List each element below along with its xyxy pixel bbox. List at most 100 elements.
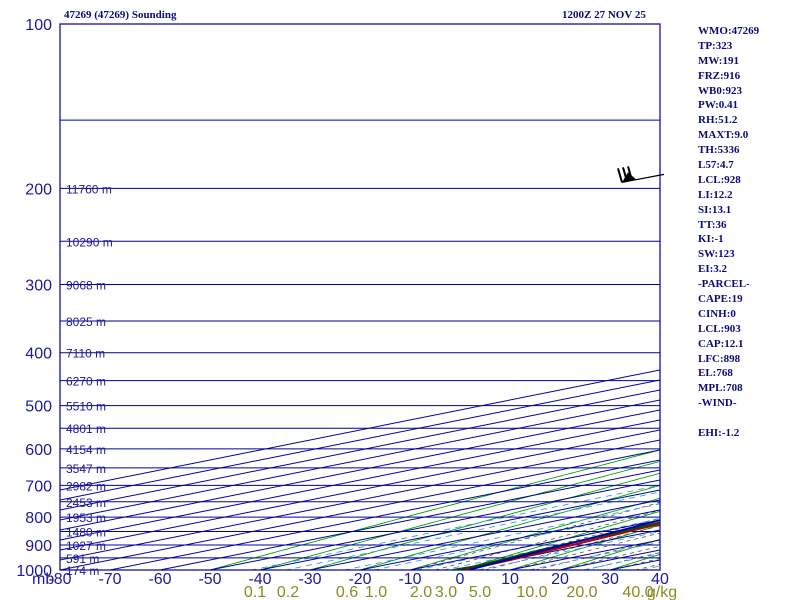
temperature-tick-label: -20	[348, 571, 371, 588]
index-line: -WIND-	[698, 397, 737, 410]
height-label: 3547 m	[66, 462, 106, 476]
index-line: EHI:-1.2	[698, 427, 740, 440]
isotherm	[159, 469, 660, 570]
index-line: -PARCEL-	[698, 278, 750, 291]
temperature-tick-label: 30	[601, 571, 619, 588]
pressure-tick-label: 100	[25, 17, 52, 34]
pressure-tick-label: 600	[25, 442, 52, 459]
dry-adiabat	[358, 485, 660, 570]
index-line: EL:768	[698, 367, 733, 380]
grid-lines	[60, 24, 660, 570]
dry-adiabat	[308, 472, 660, 570]
temperature-tick-label: 20	[551, 571, 569, 588]
mixing-ratio-label: 3.0	[435, 584, 457, 600]
isotherm	[60, 379, 660, 501]
height-label: 1953 m	[66, 511, 106, 525]
index-line: LI:12.2	[698, 188, 733, 201]
height-label: 1480 m	[66, 525, 106, 539]
index-line: TT:36	[698, 218, 727, 231]
mixing-ratio-label: 1.0	[365, 584, 387, 600]
mixing-ratio-label: 0.2	[277, 584, 299, 600]
index-line: SW:123	[698, 248, 735, 261]
moist-adiabat	[484, 525, 660, 570]
temperature-tick-label: -50	[198, 571, 221, 588]
pressure-tick-label: 1000	[16, 563, 52, 580]
parcel-line	[468, 519, 660, 570]
temperature-tick-label: -40	[248, 571, 271, 588]
index-line: LCL:928	[698, 173, 741, 186]
temperature-tick-label: -70	[98, 571, 121, 588]
mixing-ratio-label: 40.0	[622, 584, 653, 600]
temperature-tick-label: -60	[148, 571, 171, 588]
index-line	[698, 411, 800, 426]
indices-panel: WMO:47269 TP:323 MW:191 FRZ:916 WB0:923 PW:0.…	[698, 24, 800, 441]
isotherm	[60, 389, 660, 511]
temperature-line	[464, 522, 660, 570]
index-line: TH:5336	[698, 144, 740, 157]
dry-adiabat	[208, 449, 660, 570]
pressure-tick-label: 800	[25, 510, 52, 527]
mixing-ratio-label: 0.1	[244, 584, 266, 600]
index-line: MAXT:9.0	[698, 129, 749, 142]
station-title: 47269 (47269) Sounding	[64, 9, 177, 21]
pressure-axis-unit: mb	[32, 571, 54, 588]
index-line: RH:51.2	[698, 114, 738, 127]
temperature-tick-label: -10	[398, 571, 421, 588]
height-label: 4154 m	[66, 443, 106, 457]
index-line: WB0:923	[698, 84, 742, 97]
temperature-tick-label: -30	[298, 571, 321, 588]
index-line: PW:0.41	[698, 99, 739, 112]
height-label: 174 m	[66, 564, 99, 578]
index-line: WMO:47269	[698, 25, 760, 37]
plot-frame	[59, 23, 661, 571]
index-line: LCL:903	[698, 322, 741, 335]
isotherm	[60, 419, 660, 541]
height-label: 10290 m	[66, 235, 113, 249]
dry-adiabat	[258, 460, 660, 570]
pressure-tick-label: 900	[25, 538, 52, 555]
mixing-ratio-label: 0.6	[336, 584, 358, 600]
index-line: MPL:708	[698, 382, 743, 395]
dry-adiabat	[508, 524, 660, 570]
pressure-tick-label: 700	[25, 478, 52, 495]
dry-adiabat	[458, 510, 660, 570]
mixing-ratio-label: 2.0	[410, 584, 432, 600]
wind-barb	[617, 166, 665, 183]
index-line: EI:3.2	[698, 263, 728, 276]
index-line: SI:13.1	[698, 203, 732, 216]
mixing-ratio-label: 10.0	[516, 584, 547, 600]
temperature-tick-label: 40	[651, 571, 669, 588]
isotherm	[60, 369, 660, 491]
isotherm	[60, 449, 660, 570]
index-line: CAP:12.1	[698, 337, 744, 350]
index-line: LFC:898	[698, 352, 741, 365]
height-label: 7110 m	[66, 347, 105, 361]
observation-time: 1200Z 27 NOV 25	[562, 9, 646, 21]
isotherm	[60, 429, 660, 551]
height-label: 4801 m	[66, 422, 106, 436]
height-label: 2453 m	[66, 496, 106, 510]
height-label: 5510 m	[66, 400, 106, 414]
pressure-tick-label: 200	[25, 181, 52, 198]
sounding-series	[452, 519, 660, 570]
mixing-ratio-unit: g/kg	[647, 584, 677, 600]
index-line: L57:4.7	[698, 159, 734, 172]
pressure-tick-label: 300	[25, 278, 52, 295]
temperature-tick-label: 10	[501, 571, 519, 588]
index-line: KI:-1	[698, 233, 724, 246]
index-line: CINH:0	[698, 307, 736, 320]
index-line: TP:323	[698, 39, 733, 52]
height-label: 6270 m	[66, 375, 106, 389]
index-line: CAPE:19	[698, 293, 743, 306]
index-line: MW:191	[698, 54, 739, 67]
height-label: 9068 m	[66, 279, 106, 293]
height-label: 591 m	[66, 552, 99, 566]
isotherm	[60, 439, 660, 561]
isotherm	[109, 459, 660, 570]
mixing-ratio-label: 20.0	[566, 584, 597, 600]
height-label: 8025 m	[66, 315, 106, 329]
mixing-ratio-label: 5.0	[469, 584, 491, 600]
height-label: 1027 m	[66, 539, 106, 553]
index-line: FRZ:916	[698, 69, 741, 82]
